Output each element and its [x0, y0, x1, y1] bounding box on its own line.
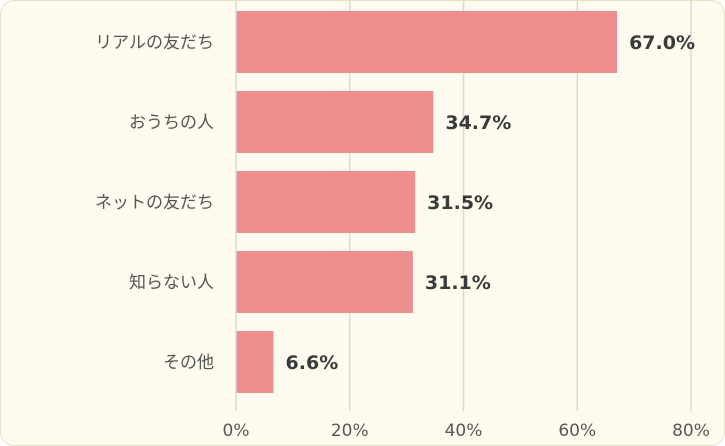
x-tick-label: 60%: [558, 421, 596, 441]
data-label: 34.7%: [445, 112, 511, 134]
x-tick-label: 0%: [223, 421, 250, 441]
category-label: ネットの友だち: [95, 193, 214, 213]
data-label: 67.0%: [629, 32, 695, 54]
bar: [236, 91, 434, 153]
data-labels: 67.0% 34.7% 31.5% 31.1% 6.6%: [286, 32, 695, 374]
x-tick-label: 20%: [331, 421, 369, 441]
bar: [236, 251, 413, 313]
bar: [236, 171, 416, 233]
category-label: 知らない人: [129, 273, 214, 293]
category-label: リアルの友だち: [95, 33, 214, 53]
category-label: おうちの人: [129, 113, 214, 133]
bars: [236, 11, 618, 393]
x-tick-label: 80%: [672, 421, 710, 441]
data-label: 6.6%: [286, 352, 339, 374]
bar: [236, 11, 618, 73]
data-label: 31.1%: [425, 272, 491, 294]
data-label: 31.5%: [427, 192, 493, 214]
x-axis-ticks: 0% 20% 40% 60% 80%: [223, 421, 710, 441]
x-tick-label: 40%: [445, 421, 483, 441]
bar: [236, 331, 274, 393]
category-label: その他: [163, 353, 214, 373]
